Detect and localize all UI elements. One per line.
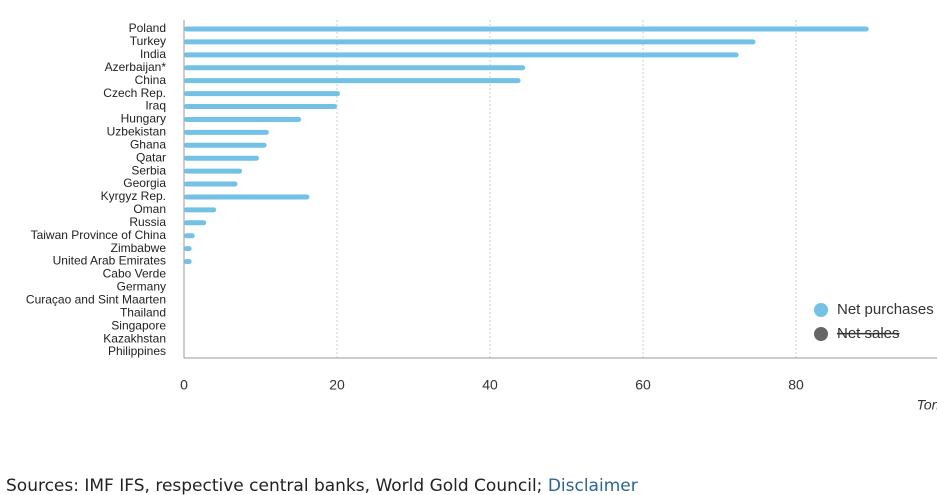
source-note: Sources: IMF IFS, respective central ban… (6, 476, 638, 495)
bar (184, 116, 302, 122)
bar (184, 52, 739, 58)
category-label: Zimbabwe (111, 241, 167, 255)
legend-marker[interactable] (814, 327, 828, 341)
category-label: Qatar (136, 150, 166, 164)
legend-label[interactable]: Net purchases (837, 301, 934, 318)
category-label: Czech Rep. (103, 86, 166, 100)
category-label: Oman (133, 202, 166, 216)
bar (184, 220, 207, 226)
category-label: Taiwan Province of China (31, 228, 167, 242)
source-text: Sources: IMF IFS, respective central ban… (6, 476, 548, 495)
bar (184, 104, 337, 110)
bar (184, 39, 756, 45)
bar (184, 233, 195, 239)
category-label: China (135, 73, 167, 87)
disclaimer-link[interactable]: Disclaimer (547, 476, 638, 495)
category-label: Georgia (123, 176, 166, 190)
bar (184, 26, 869, 32)
bar (184, 207, 217, 213)
x-tick-label: 40 (482, 377, 498, 393)
bar (184, 78, 521, 84)
chart: 020406080100TonnesPolandTurkeyIndiaAzerb… (26, 20, 937, 413)
category-label: Kyrgyz Rep. (101, 189, 166, 203)
bar (184, 65, 526, 71)
bar (184, 129, 269, 135)
bar (184, 181, 238, 187)
bar (184, 194, 310, 200)
x-tick-label: 20 (329, 377, 345, 393)
bar (184, 168, 243, 174)
category-label: Singapore (111, 318, 166, 332)
category-label: United Arab Emirates (53, 254, 166, 268)
category-label: Russia (129, 215, 166, 229)
category-label: Kazakhstan (103, 331, 166, 345)
x-tick-label: 80 (788, 377, 804, 393)
category-label: Iraq (145, 99, 166, 113)
x-tick-label: 60 (635, 377, 651, 393)
category-label: Germany (117, 280, 166, 294)
legend-marker[interactable] (814, 303, 828, 317)
x-axis-label: Tonnes (917, 397, 937, 413)
legend-label[interactable]: Net sales (837, 325, 900, 342)
bar (184, 142, 267, 148)
category-label: Ghana (130, 137, 166, 151)
category-label: Uzbekistan (107, 125, 166, 139)
category-label: Hungary (121, 112, 166, 126)
bar (184, 259, 192, 265)
category-label: Turkey (130, 34, 166, 48)
bar (184, 91, 341, 97)
category-label: India (140, 47, 166, 61)
category-label: Curaçao and Sint Maarten (26, 292, 166, 306)
category-label: Azerbaijan* (105, 60, 167, 74)
bar (184, 155, 259, 161)
category-label: Thailand (120, 305, 166, 319)
category-label: Serbia (131, 163, 166, 177)
category-label: Cabo Verde (103, 267, 167, 281)
category-label: Philippines (108, 344, 166, 358)
category-label: Poland (129, 21, 166, 35)
x-tick-label: 0 (180, 377, 188, 393)
bar (184, 246, 192, 252)
